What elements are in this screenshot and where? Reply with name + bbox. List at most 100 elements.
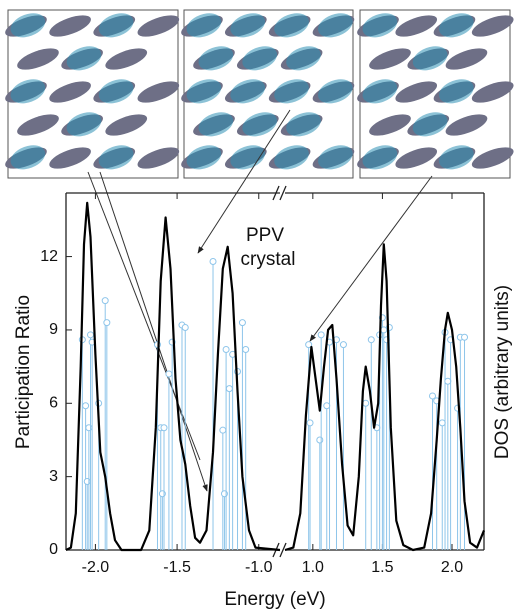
orbital — [230, 13, 266, 38]
orbital — [10, 13, 46, 38]
y-tick-label: 0 — [49, 541, 58, 558]
orbital — [318, 79, 353, 104]
stem-marker — [367, 336, 375, 344]
y-axis-label: Participation Ratio — [13, 295, 34, 449]
orbital — [230, 79, 266, 104]
insets — [5, 9, 514, 179]
stem-marker — [438, 419, 446, 427]
y2-axis-label: DOS (arbitrary units) — [492, 285, 513, 459]
orbital — [439, 79, 474, 104]
molecule — [445, 48, 488, 70]
arrow — [87, 171, 201, 461]
axis-break — [272, 185, 280, 201]
orbital — [98, 79, 134, 104]
orbital — [198, 46, 234, 71]
x-tick-label: 1.5 — [371, 559, 393, 576]
molecule — [369, 114, 411, 136]
y-tick-label: 6 — [49, 395, 58, 412]
stem-marker — [103, 319, 111, 327]
axis-break — [279, 185, 287, 201]
molecule — [471, 15, 514, 37]
orbital — [198, 112, 234, 137]
orbital — [274, 79, 309, 104]
stem-marker — [209, 257, 217, 265]
molecule — [137, 15, 180, 37]
molecule — [445, 114, 488, 136]
orbital — [186, 79, 222, 104]
stem-marker — [316, 436, 324, 444]
y-tick-label: 9 — [49, 321, 58, 338]
molecule — [49, 15, 91, 37]
orbital — [286, 112, 321, 137]
molecule — [137, 81, 180, 103]
orbital — [362, 79, 398, 104]
molecule — [105, 114, 148, 136]
orbital — [66, 46, 102, 71]
orbital — [242, 112, 278, 137]
arrow — [99, 171, 208, 492]
stem-marker — [306, 419, 314, 427]
stem-marker — [87, 331, 95, 339]
molecule — [49, 147, 91, 169]
stem-marker — [238, 319, 246, 327]
stem-marker — [305, 341, 313, 349]
orbital — [439, 13, 474, 38]
stem-marker — [317, 331, 325, 339]
molecule — [471, 81, 514, 103]
orbital — [98, 13, 134, 38]
stem-marker — [461, 333, 469, 341]
arrow — [309, 175, 433, 342]
stem-marker — [444, 377, 452, 385]
orbital — [98, 145, 134, 170]
stem-marker — [429, 392, 437, 400]
molecule — [369, 48, 411, 70]
molecule — [395, 15, 438, 37]
orbital — [230, 145, 266, 170]
molecule — [395, 81, 438, 103]
orbital — [242, 46, 278, 71]
orbital — [66, 112, 102, 137]
x-tick-label: -1.5 — [163, 559, 191, 576]
stem-marker — [181, 323, 189, 331]
stem-marker — [242, 345, 250, 353]
stem-marker — [323, 402, 331, 410]
orbital — [318, 145, 353, 170]
y-tick-label: 3 — [49, 468, 58, 485]
stem-marker — [82, 402, 90, 410]
stem-marker — [160, 424, 168, 432]
arrow — [197, 109, 291, 254]
stem-marker — [362, 399, 370, 407]
molecule — [471, 147, 514, 169]
stem-marker — [101, 297, 109, 305]
orbital — [412, 112, 448, 137]
orbital — [186, 145, 222, 170]
molecule — [49, 81, 91, 103]
stem-marker — [339, 341, 347, 349]
y-tick-label: 12 — [40, 248, 58, 265]
stem-marker — [165, 370, 173, 378]
stem-marker — [219, 426, 227, 434]
molecule — [105, 48, 148, 70]
annotation: PPV — [246, 225, 284, 246]
orbital — [439, 145, 474, 170]
molecule — [137, 147, 180, 169]
molecule — [17, 114, 59, 136]
orbital — [412, 46, 448, 71]
orbital — [286, 46, 321, 71]
molecule — [17, 48, 59, 70]
orbital — [274, 145, 309, 170]
x-tick-label: 2.0 — [441, 559, 463, 576]
axis-break — [279, 542, 287, 558]
x-axis-label: Energy (eV) — [224, 589, 325, 610]
orbital — [10, 79, 46, 104]
orbital — [362, 13, 398, 38]
annotation: crystal — [241, 249, 296, 270]
stem-marker — [222, 345, 230, 353]
x-tick-label: -1.0 — [245, 559, 273, 576]
x-tick-label: 1.0 — [302, 559, 324, 576]
orbital — [10, 145, 46, 170]
stem-marker — [225, 385, 233, 393]
orbital — [318, 13, 353, 38]
x-tick-label: -2.0 — [82, 559, 110, 576]
